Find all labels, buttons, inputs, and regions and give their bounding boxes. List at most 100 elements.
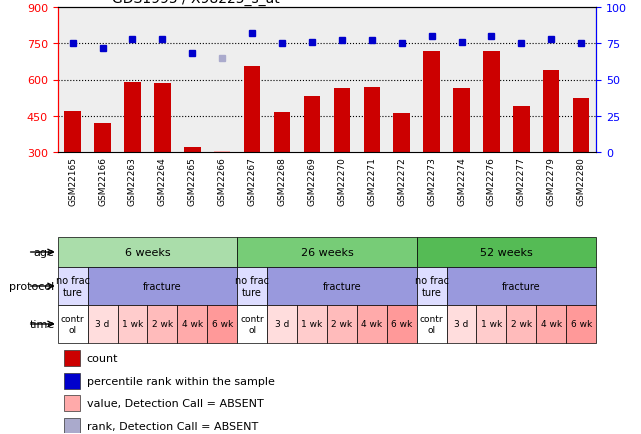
Text: no frac
ture: no frac ture (415, 276, 449, 297)
Text: contr
ol: contr ol (420, 315, 444, 334)
Text: GSM22166: GSM22166 (98, 157, 107, 206)
Text: GSM22273: GSM22273 (427, 157, 436, 206)
Text: count: count (87, 353, 118, 363)
Bar (573, 99, 590, 153)
Bar (417, 305, 447, 343)
Bar (566, 305, 596, 343)
Text: contr
ol: contr ol (61, 315, 85, 334)
Text: no frac
ture: no frac ture (235, 276, 269, 297)
Text: GSM22274: GSM22274 (457, 157, 466, 206)
Text: GSM22277: GSM22277 (517, 157, 526, 206)
Text: 2 wk: 2 wk (331, 320, 353, 329)
Bar (267, 267, 417, 305)
Bar (453, 89, 470, 153)
Text: GSM22276: GSM22276 (487, 157, 496, 206)
Bar (124, 83, 141, 153)
Bar (64, 418, 80, 434)
Text: value, Detection Call = ABSENT: value, Detection Call = ABSENT (87, 398, 263, 408)
Bar (543, 71, 560, 153)
Bar (363, 88, 380, 153)
Text: 52 weeks: 52 weeks (480, 247, 533, 257)
Text: GSM22165: GSM22165 (68, 157, 77, 206)
Bar (417, 237, 596, 267)
Bar (237, 305, 267, 343)
Text: no frac
ture: no frac ture (56, 276, 90, 297)
Bar (58, 237, 237, 267)
Bar (154, 84, 171, 153)
Text: 1 wk: 1 wk (122, 320, 143, 329)
Text: fracture: fracture (322, 281, 361, 291)
Bar (244, 67, 260, 153)
Bar (297, 305, 327, 343)
Text: percentile rank within the sample: percentile rank within the sample (87, 376, 274, 386)
Bar (423, 51, 440, 153)
Bar (178, 305, 207, 343)
Text: 6 wk: 6 wk (212, 320, 233, 329)
Bar (333, 89, 350, 153)
Bar (207, 305, 237, 343)
Bar (476, 305, 506, 343)
Text: GSM22267: GSM22267 (247, 157, 256, 206)
Text: protocol: protocol (9, 281, 54, 291)
Bar (58, 267, 88, 305)
Text: fracture: fracture (502, 281, 540, 291)
Text: GSM22268: GSM22268 (278, 157, 287, 206)
Text: GSM22266: GSM22266 (218, 157, 227, 206)
Bar (214, 151, 231, 153)
Bar (184, 148, 201, 153)
Text: 6 wk: 6 wk (570, 320, 592, 329)
Bar (483, 51, 500, 153)
Text: GSM22270: GSM22270 (337, 157, 346, 206)
Bar (327, 305, 357, 343)
Text: 1 wk: 1 wk (481, 320, 502, 329)
Bar (64, 395, 80, 411)
Bar (88, 305, 117, 343)
Bar (64, 350, 80, 367)
Bar (357, 305, 387, 343)
Text: GSM22272: GSM22272 (397, 157, 406, 206)
Bar (447, 305, 476, 343)
Text: GSM22280: GSM22280 (577, 157, 586, 206)
Text: 4 wk: 4 wk (182, 320, 203, 329)
Text: GSM22263: GSM22263 (128, 157, 137, 206)
Text: GSM22264: GSM22264 (158, 157, 167, 206)
Text: 3 d: 3 d (275, 320, 289, 329)
Bar (304, 97, 320, 153)
Bar (58, 305, 88, 343)
Bar (447, 267, 596, 305)
Bar (88, 267, 237, 305)
Text: 26 weeks: 26 weeks (301, 247, 353, 257)
Bar (506, 305, 537, 343)
Bar (537, 305, 566, 343)
Bar (94, 124, 111, 153)
Bar (64, 112, 81, 153)
Text: 4 wk: 4 wk (362, 320, 382, 329)
Bar (147, 305, 178, 343)
Text: 3 d: 3 d (454, 320, 469, 329)
Bar (267, 305, 297, 343)
Bar (64, 373, 80, 389)
Text: GDS1995 / X98225_s_at: GDS1995 / X98225_s_at (112, 0, 279, 6)
Text: 2 wk: 2 wk (511, 320, 532, 329)
Bar (274, 113, 290, 153)
Text: age: age (33, 247, 54, 257)
Text: GSM22271: GSM22271 (367, 157, 376, 206)
Text: 4 wk: 4 wk (541, 320, 562, 329)
Bar (513, 107, 529, 153)
Bar (237, 267, 267, 305)
Text: GSM22269: GSM22269 (308, 157, 317, 206)
Text: 6 wk: 6 wk (391, 320, 412, 329)
Text: GSM22265: GSM22265 (188, 157, 197, 206)
Text: 2 wk: 2 wk (152, 320, 173, 329)
Text: contr
ol: contr ol (240, 315, 264, 334)
Bar (117, 305, 147, 343)
Text: GSM22279: GSM22279 (547, 157, 556, 206)
Text: 3 d: 3 d (96, 320, 110, 329)
Bar (237, 237, 417, 267)
Text: 6 weeks: 6 weeks (124, 247, 171, 257)
Bar (417, 267, 447, 305)
Text: 1 wk: 1 wk (301, 320, 322, 329)
Bar (387, 305, 417, 343)
Text: rank, Detection Call = ABSENT: rank, Detection Call = ABSENT (87, 421, 258, 431)
Bar (394, 114, 410, 153)
